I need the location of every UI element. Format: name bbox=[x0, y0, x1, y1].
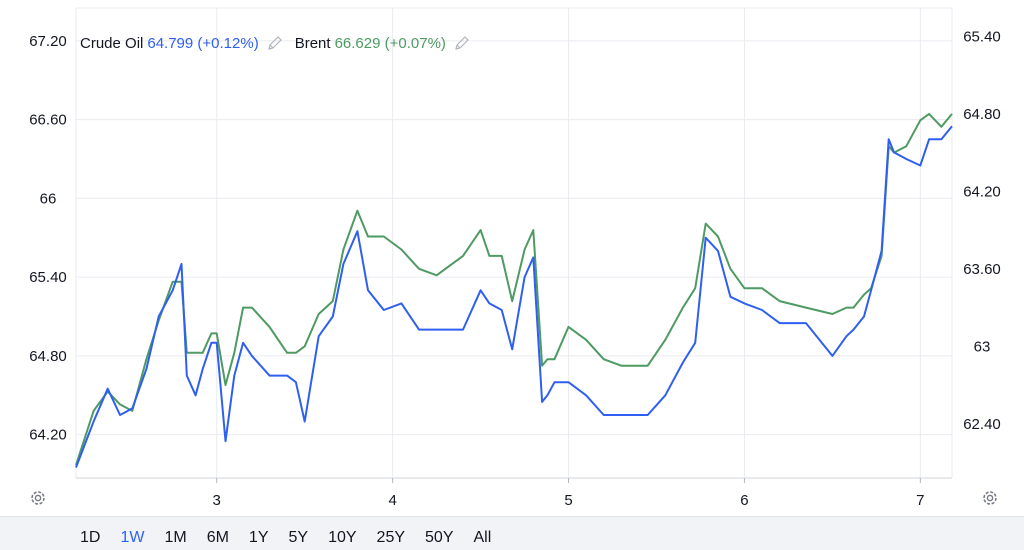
range-button-25y[interactable]: 25Y bbox=[376, 529, 406, 546]
right-tick-label: 63 bbox=[974, 338, 991, 355]
range-button-1d[interactable]: 1D bbox=[80, 529, 101, 546]
brent-series-line bbox=[75, 112, 953, 466]
range-button-1y[interactable]: 1Y bbox=[248, 529, 269, 546]
grid-lines bbox=[75, 7, 953, 479]
range-button-1m[interactable]: 1M bbox=[164, 529, 187, 546]
right-settings-gear-icon[interactable] bbox=[980, 488, 1000, 508]
crude-oil-legend-name: Crude Oil bbox=[80, 34, 144, 52]
left-tick-label: 66 bbox=[40, 190, 57, 207]
range-button-5y[interactable]: 5Y bbox=[288, 529, 309, 546]
x-tick-label: 6 bbox=[740, 492, 748, 509]
x-tick-label: 4 bbox=[388, 492, 396, 509]
crude-oil-legend-value: 64.799 (+0.12%) bbox=[147, 34, 259, 52]
left-settings-gear-icon[interactable] bbox=[28, 488, 48, 508]
left-tick-label: 67.20 bbox=[29, 33, 67, 50]
series-lines bbox=[75, 112, 953, 468]
range-button-10y[interactable]: 10Y bbox=[328, 529, 357, 546]
right-tick-label: 63.60 bbox=[963, 261, 1001, 278]
pencil-icon[interactable] bbox=[267, 35, 283, 51]
brent-legend-name: Brent bbox=[294, 34, 331, 52]
left-tick-label: 64.80 bbox=[29, 348, 67, 365]
right-tick-label: 64.80 bbox=[963, 106, 1001, 123]
x-tick-label: 5 bbox=[564, 492, 572, 509]
range-buttons: 1D 1W 1M 6M 1Y 5Y 10Y 25Y 50Y All bbox=[80, 529, 511, 547]
right-tick-label: 65.40 bbox=[963, 28, 1001, 45]
range-toolbar: 1D 1W 1M 6M 1Y 5Y 10Y 25Y 50Y All bbox=[0, 516, 1024, 550]
left-tick-label: 64.20 bbox=[29, 427, 67, 444]
range-button-all[interactable]: All bbox=[473, 529, 492, 546]
range-button-1w[interactable]: 1W bbox=[120, 529, 145, 546]
right-tick-label: 62.40 bbox=[963, 416, 1001, 433]
x-axis: 3 4 5 6 7 bbox=[213, 478, 925, 509]
x-tick-label: 7 bbox=[916, 492, 924, 509]
x-tick-label: 3 bbox=[213, 492, 221, 509]
crude-oil-series-line bbox=[75, 125, 953, 468]
chart-legend: Crude Oil 64.799 (+0.12%) Brent 66.629 (… bbox=[80, 32, 482, 54]
pencil-icon[interactable] bbox=[454, 35, 470, 51]
range-button-50y[interactable]: 50Y bbox=[425, 529, 454, 546]
left-tick-label: 66.60 bbox=[29, 112, 67, 129]
left-tick-label: 65.40 bbox=[29, 269, 67, 286]
left-axis: 64.20 64.80 65.40 66 66.60 67.20 bbox=[29, 33, 67, 444]
brent-legend-value: 66.629 (+0.07%) bbox=[334, 34, 446, 52]
right-tick-label: 64.20 bbox=[963, 183, 1001, 200]
right-axis: 62.40 63 63.60 64.20 64.80 65.40 bbox=[963, 28, 1001, 432]
range-button-6m[interactable]: 6M bbox=[206, 529, 229, 546]
